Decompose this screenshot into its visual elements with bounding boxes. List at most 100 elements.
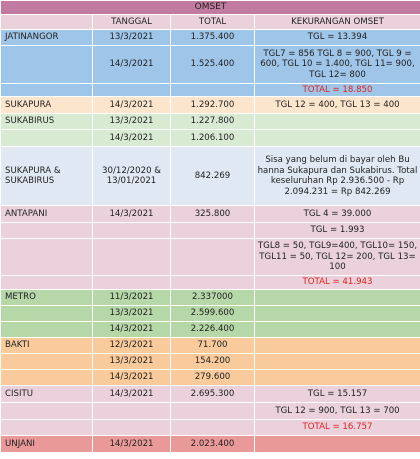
- cell-note[interactable]: TOTAL = 18.850: [254, 83, 420, 97]
- cell-note[interactable]: [254, 337, 420, 354]
- cell-date[interactable]: [92, 238, 171, 276]
- cell-note[interactable]: [254, 435, 420, 453]
- cell-note[interactable]: [254, 129, 420, 147]
- cell-total[interactable]: 2.695.300: [170, 385, 255, 403]
- cell-note[interactable]: TGL = 1.993: [254, 222, 420, 239]
- cell-note[interactable]: TGL = 15.157: [254, 385, 420, 403]
- cell-date[interactable]: [92, 402, 171, 420]
- cell-total[interactable]: 2.337000: [170, 289, 255, 306]
- cell-note[interactable]: [254, 289, 420, 306]
- cell-location[interactable]: [0, 321, 93, 338]
- cell-total[interactable]: 842.269: [170, 146, 255, 206]
- cell-note[interactable]: TOTAL = 41.943: [254, 275, 420, 290]
- cell-location[interactable]: METRO: [0, 289, 93, 306]
- table-row: SUKAPURA 14/3/2021 1.292.700 TGL 12 = 400, …: [0, 96, 420, 114]
- cell-date[interactable]: 14/3/2021: [92, 45, 171, 84]
- cell-note[interactable]: Sisa yang belum di bayar oleh Bu hanna S…: [254, 146, 420, 206]
- cell-location[interactable]: SUKAPURA & SUKABIRUS: [0, 146, 93, 206]
- cell-note[interactable]: [254, 353, 420, 370]
- table-row: TOTAL = 41.943: [0, 275, 420, 290]
- cell-location[interactable]: [0, 402, 93, 420]
- table-row: BAKTI 12/3/2021 71.700: [0, 337, 420, 354]
- cell-date[interactable]: 13/3/2021: [92, 305, 171, 322]
- cell-date[interactable]: 14/3/2021: [92, 369, 171, 386]
- cell-location[interactable]: [0, 275, 93, 290]
- cell-total[interactable]: 1.525.400: [170, 45, 255, 84]
- cell-total[interactable]: 1.292.700: [170, 96, 255, 114]
- cell-date[interactable]: 14/3/2021: [92, 435, 171, 453]
- cell-total[interactable]: 1.227.800: [170, 113, 255, 130]
- sheet-title-cell[interactable]: OMSET: [0, 0, 420, 15]
- cell-location[interactable]: SUKAPURA: [0, 96, 93, 114]
- column-header[interactable]: TOTAL: [170, 14, 255, 30]
- cell-total[interactable]: 154.200: [170, 353, 255, 370]
- cell-date[interactable]: [92, 222, 171, 239]
- cell-location[interactable]: [0, 222, 93, 239]
- cell-location[interactable]: CISITU: [0, 385, 93, 403]
- cell-location[interactable]: [0, 238, 93, 276]
- cell-location[interactable]: SUKABIRUS: [0, 113, 93, 130]
- cell-date[interactable]: [92, 83, 171, 97]
- cell-date[interactable]: 11/3/2021: [92, 289, 171, 306]
- title-row: OMSET: [0, 0, 420, 15]
- cell-location[interactable]: [0, 129, 93, 147]
- cell-note[interactable]: TGL = 13.394: [254, 29, 420, 46]
- cell-date[interactable]: 14/3/2021: [92, 96, 171, 114]
- table-row: ANTAPANI 14/3/2021 325.800 TGL 4 = 39.000: [0, 205, 420, 223]
- cell-total[interactable]: 2.023.400: [170, 435, 255, 453]
- table-row: 14/3/2021 1.206.100: [0, 129, 420, 147]
- cell-note[interactable]: TGL7 = 856 TGL 8 = 900, TGL 9 = 600, TGL…: [254, 45, 420, 84]
- cell-note[interactable]: TGL 4 = 39.000: [254, 205, 420, 223]
- cell-total[interactable]: [170, 83, 255, 97]
- cell-note[interactable]: [254, 321, 420, 338]
- column-header[interactable]: [0, 14, 93, 30]
- cell-total[interactable]: 2.599.600: [170, 305, 255, 322]
- cell-total[interactable]: 71.700: [170, 337, 255, 354]
- cell-note[interactable]: TGL 12 = 900, TGL 13 = 700: [254, 402, 420, 420]
- cell-location[interactable]: [0, 369, 93, 386]
- cell-date[interactable]: 13/3/2021: [92, 29, 171, 46]
- column-header[interactable]: TANGGAL: [92, 14, 171, 30]
- column-header[interactable]: KEKURANGAN OMSET: [254, 14, 420, 30]
- cell-location[interactable]: ANTAPANI: [0, 205, 93, 223]
- cell-location[interactable]: [0, 83, 93, 97]
- table-row: TGL 12 = 900, TGL 13 = 700: [0, 402, 420, 420]
- cell-date[interactable]: 14/3/2021: [92, 385, 171, 403]
- cell-total[interactable]: 325.800: [170, 205, 255, 223]
- cell-note[interactable]: [254, 305, 420, 322]
- cell-date[interactable]: 13/3/2021: [92, 353, 171, 370]
- table-row: TGL = 1.993: [0, 222, 420, 239]
- cell-total[interactable]: 279.600: [170, 369, 255, 386]
- cell-location[interactable]: JATINANGOR: [0, 29, 93, 46]
- cell-date[interactable]: 14/3/2021: [92, 205, 171, 223]
- table-row: 14/3/2021 1.525.400 TGL7 = 856 TGL 8 = 900…: [0, 45, 420, 84]
- cell-date[interactable]: [92, 275, 171, 290]
- cell-total[interactable]: 1.375.400: [170, 29, 255, 46]
- cell-date[interactable]: 13/3/2021: [92, 113, 171, 130]
- cell-location[interactable]: [0, 45, 93, 84]
- cell-total[interactable]: [170, 402, 255, 420]
- cell-location[interactable]: UNJANI: [0, 435, 93, 453]
- cell-total[interactable]: [170, 238, 255, 276]
- cell-total[interactable]: 2.226.400: [170, 321, 255, 338]
- cell-total[interactable]: [170, 275, 255, 290]
- cell-location[interactable]: [0, 353, 93, 370]
- cell-note[interactable]: TGL8 = 50, TGL9=400, TGL10= 150, TGL11 =…: [254, 238, 420, 276]
- cell-date[interactable]: 14/3/2021: [92, 129, 171, 147]
- cell-note[interactable]: TGL 12 = 400, TGL 13 = 400: [254, 96, 420, 114]
- cell-date[interactable]: [92, 419, 171, 436]
- cell-note[interactable]: TOTAL = 16.757: [254, 419, 420, 436]
- cell-note[interactable]: [254, 113, 420, 130]
- cell-location[interactable]: [0, 305, 93, 322]
- cell-total[interactable]: [170, 222, 255, 239]
- cell-total[interactable]: 1.206.100: [170, 129, 255, 147]
- cell-date[interactable]: 30/12/2020 & 13/01/2021: [92, 146, 171, 206]
- cell-note[interactable]: [254, 369, 420, 386]
- cell-location[interactable]: BAKTI: [0, 337, 93, 354]
- cell-location[interactable]: [0, 419, 93, 436]
- table-row: TOTAL = 18.850: [0, 83, 420, 97]
- cell-date[interactable]: 14/3/2021: [92, 321, 171, 338]
- cell-date[interactable]: 12/3/2021: [92, 337, 171, 354]
- cell-total[interactable]: [170, 419, 255, 436]
